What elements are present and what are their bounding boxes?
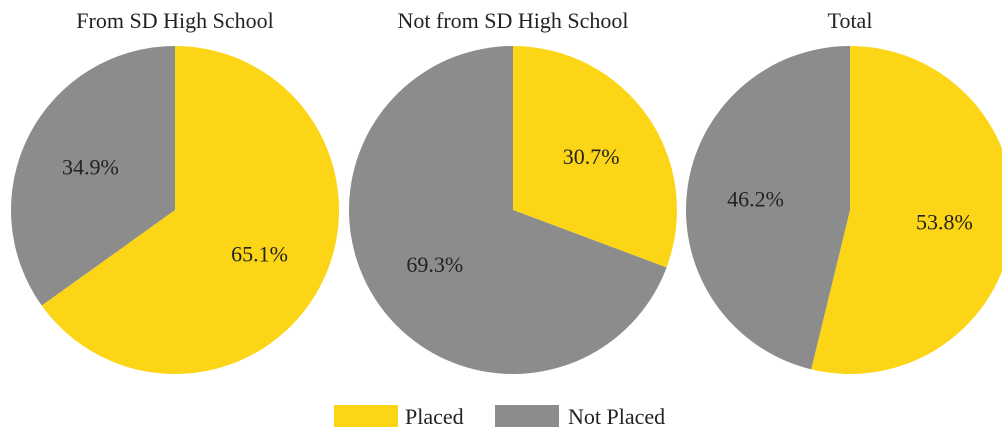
pie-total: Total 53.8% 46.2%: [685, 8, 1002, 374]
pie-title: Total: [828, 8, 873, 33]
pie-slice-placed: [811, 46, 1002, 374]
pie-title: Not from SD High School: [398, 8, 629, 33]
pie-slice-not-placed: [685, 46, 850, 370]
pie-from-sd-high-school: From SD High School 65.1% 34.9%: [11, 8, 340, 375]
pie-slice-label-not-placed: 69.3%: [406, 252, 463, 277]
pie-not-from-sd-high-school: Not from SD High School 30.7% 69.3%: [348, 8, 677, 375]
pie-slice-placed: [513, 46, 677, 268]
legend-label-placed: Placed: [405, 404, 464, 429]
legend-label-not-placed: Not Placed: [568, 404, 665, 429]
pie-slice-label-placed: 30.7%: [563, 144, 620, 169]
pie-slice-not-placed: [348, 46, 667, 375]
pie-title: From SD High School: [76, 8, 273, 33]
pie-slice-label-not-placed: 46.2%: [727, 187, 784, 212]
pie-slice-label-placed: 65.1%: [231, 241, 288, 266]
pie-slice-not-placed: [11, 46, 175, 306]
legend: Placed Not Placed: [334, 404, 665, 429]
pies-layer: From SD High School 65.1% 34.9% Not from SD…: [11, 8, 1002, 375]
pie-slice-label-not-placed: 34.9%: [62, 155, 119, 180]
pie-slice-placed: [41, 46, 340, 375]
legend-swatch-not-placed: [495, 405, 559, 427]
legend-swatch-placed: [334, 405, 398, 427]
pie-slice-label-placed: 53.8%: [916, 209, 973, 234]
